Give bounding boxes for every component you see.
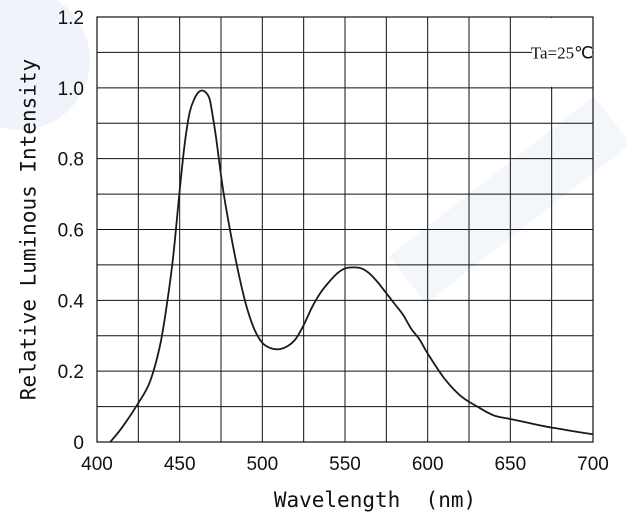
- y-tick-label: 1.2: [58, 8, 84, 29]
- plot-frame: [96, 16, 594, 443]
- x-axis-label: Wavelength (nm): [274, 488, 476, 512]
- annotation-box: [532, 18, 592, 87]
- watermark-shape: [0, 0, 90, 130]
- series-line: [109, 89, 594, 443]
- x-tick-label: 600: [412, 454, 444, 475]
- grid-lines: [96, 16, 594, 443]
- x-tick-label: 700: [577, 454, 609, 475]
- y-tick-label: 0.2: [58, 362, 84, 383]
- y-tick-label: 0.6: [58, 221, 84, 242]
- x-tick-label: 400: [81, 454, 113, 475]
- y-tick-label: 0: [73, 433, 84, 454]
- y-axis-label: Relative Luminous Intensity: [16, 59, 40, 400]
- x-tick-labels: 400 450 500 550 600 650 700: [81, 454, 609, 475]
- x-tick-label: 550: [329, 454, 361, 475]
- x-tick-label: 450: [164, 454, 196, 475]
- x-tick-label: 500: [246, 454, 278, 475]
- y-tick-label: 1.0: [58, 79, 84, 100]
- y-tick-label: 0.4: [58, 291, 85, 312]
- y-tick-labels: 0 0.2 0.4 0.6 0.8 1.0 1.2: [58, 8, 85, 454]
- watermark-shape: [389, 96, 626, 304]
- annotation-label: Ta=25℃: [531, 43, 593, 62]
- y-tick-label: 0.8: [58, 150, 84, 171]
- x-tick-label: 650: [494, 454, 526, 475]
